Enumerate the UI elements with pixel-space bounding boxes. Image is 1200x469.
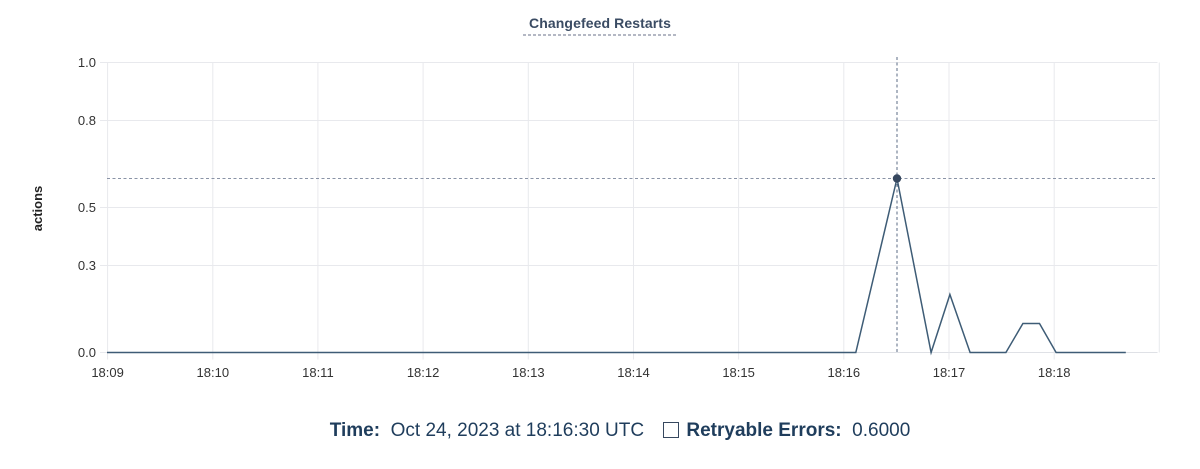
svg-text:18:17: 18:17 [933,365,966,380]
svg-text:18:12: 18:12 [407,365,440,380]
svg-text:18:10: 18:10 [197,365,230,380]
svg-text:0.3: 0.3 [78,258,96,273]
svg-text:1.0: 1.0 [78,55,96,70]
svg-text:18:09: 18:09 [91,365,124,380]
svg-text:18:13: 18:13 [512,365,545,380]
svg-text:18:14: 18:14 [617,365,650,380]
svg-text:18:15: 18:15 [722,365,755,380]
svg-text:0.0: 0.0 [78,345,96,360]
svg-text:0.8: 0.8 [78,113,96,128]
svg-text:18:16: 18:16 [828,365,861,380]
svg-text:0.5: 0.5 [78,200,96,215]
svg-text:18:11: 18:11 [302,365,334,380]
svg-text:18:18: 18:18 [1038,365,1071,380]
